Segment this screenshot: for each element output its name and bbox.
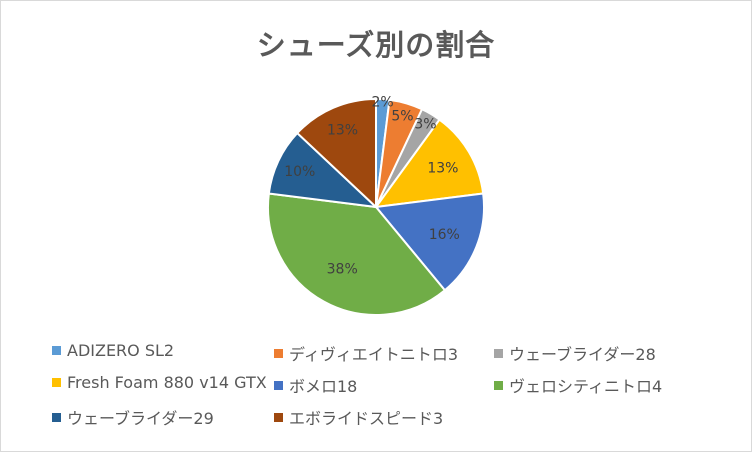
legend-label: Fresh Foam 880 v14 GTX	[67, 373, 267, 392]
legend-label: ヴェロシティニトロ4	[509, 377, 663, 396]
legend-item: エボライドスピード3	[274, 405, 443, 429]
legend-label: エボライドスピード3	[289, 409, 444, 428]
legend-swatch	[52, 346, 61, 355]
data-label: 2%	[371, 94, 393, 110]
legend-label: ボメロ18	[289, 377, 358, 396]
legend-item: Fresh Foam 880 v14 GTX	[52, 373, 267, 392]
data-label: 38%	[327, 262, 358, 278]
data-label: 10%	[284, 164, 315, 180]
legend-swatch	[494, 380, 503, 390]
legend-item: ウェーブライダー29	[52, 405, 214, 429]
legend-label: ADIZERO SL2	[67, 341, 175, 360]
legend-item: ADIZERO SL2	[52, 341, 174, 360]
data-label: 13%	[427, 160, 458, 176]
pie-slice	[267, 192, 447, 316]
pie-slice	[373, 118, 485, 209]
legend-label: ウェーブライダー29	[67, 409, 214, 428]
legend-swatch	[494, 348, 503, 358]
data-label: 16%	[429, 227, 460, 243]
pie-slice	[295, 97, 377, 210]
legend-swatch	[52, 412, 61, 422]
chart-title: シューズ別の割合	[256, 28, 496, 62]
legend-swatch	[52, 378, 61, 387]
legend-label: ディヴィエイトニトロ3	[289, 345, 459, 364]
legend-swatch	[274, 412, 283, 422]
data-label: 3%	[414, 116, 436, 132]
legend-swatch	[274, 348, 283, 358]
pie-slice	[374, 192, 485, 292]
legend-label: ウェーブライダー28	[509, 345, 656, 364]
legend-swatch	[274, 380, 283, 390]
legend-item: ウェーブライダー28	[494, 341, 656, 365]
data-label: 5%	[391, 109, 413, 125]
legend-item: ヴェロシティニトロ4	[494, 373, 662, 397]
legend-item: ディヴィエイトニトロ3	[274, 341, 458, 365]
data-label: 13%	[327, 123, 358, 139]
legend-item: ボメロ18	[274, 373, 357, 397]
